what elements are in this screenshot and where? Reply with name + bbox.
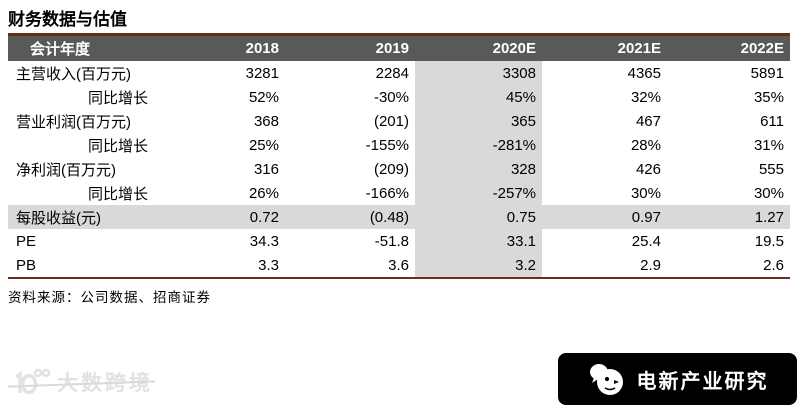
table-row: 同比增长 25% -155% -281% 28% 31% <box>8 133 790 157</box>
cell-2018: 368 <box>253 112 279 130</box>
table-row: 同比增长 52% -30% 45% 32% 35% <box>8 85 790 109</box>
cell-2022E: 31% <box>753 136 784 154</box>
watermark-left-text: 大数跨境 <box>57 372 153 395</box>
table-body: 主营收入(百万元) 3281 2284 3308 4365 5891 同比增长 52% -30%… <box>8 61 790 278</box>
account-banner: 电新产业研究 <box>558 353 797 405</box>
cell-2018: 52% <box>248 88 279 106</box>
cell-2021E: 467 <box>635 112 661 130</box>
table-row: 同比增长 26% -166% -257% 30% 30% <box>8 181 790 205</box>
numeral-100-logo-icon <box>14 368 50 395</box>
header-2022e: 2022E <box>667 34 790 61</box>
cell-2021E: 4365 <box>627 64 661 82</box>
chick-logo-icon <box>589 364 623 395</box>
cell-2018: 26% <box>248 184 279 202</box>
row-label: 净利润(百万元) <box>16 161 116 179</box>
header-2019: 2019 <box>285 34 415 61</box>
header-2021e: 2021E <box>542 34 667 61</box>
table-row: PE 34.3 -51.8 33.1 25.4 19.5 <box>8 229 790 253</box>
cell-2018: 25% <box>248 136 279 154</box>
table-row: 每股收益(元) 0.72 (0.48) 0.75 0.97 1.27 <box>8 205 790 229</box>
cell-2019: -51.8 <box>374 232 409 250</box>
cell-2019: (0.48) <box>285 205 415 229</box>
cell-2019: -155% <box>365 136 409 154</box>
row-label: PB <box>16 256 37 274</box>
row-label: 每股收益(元) <box>8 205 190 229</box>
account-banner-text: 电新产业研究 <box>636 370 769 393</box>
cell-2020E: 3.2 <box>415 253 542 278</box>
cell-2019: -166% <box>365 184 409 202</box>
cell-2019: 2284 <box>375 64 409 82</box>
row-label: 同比增长 <box>88 137 149 155</box>
row-label: PE <box>16 232 37 250</box>
section-title: 财务数据与估值 <box>8 10 127 29</box>
cell-2018: 3281 <box>245 64 279 82</box>
cell-2018: 3.3 <box>258 256 279 274</box>
cell-2022E: 30% <box>753 184 784 202</box>
row-label: 营业利润(百万元) <box>16 113 131 131</box>
cell-2021E: 28% <box>630 136 661 154</box>
financial-table: 会计年度 2018 2019 2020E 2021E 2022E 主营收入(百万… <box>8 33 790 279</box>
cell-2022E: 611 <box>760 112 784 130</box>
cell-2020E: 365 <box>415 109 542 133</box>
cell-2022E: 555 <box>758 160 784 178</box>
table-row: 营业利润(百万元) 368 (201) 365 467 611 <box>8 109 790 133</box>
table-header-row: 会计年度 2018 2019 2020E 2021E 2022E <box>8 34 790 61</box>
cell-2019: 3.6 <box>388 256 409 274</box>
header-fiscal-year: 会计年度 <box>8 34 190 61</box>
row-label: 同比增长 <box>88 89 149 107</box>
cell-2020E: 328 <box>415 157 542 181</box>
cell-2019: -30% <box>373 88 409 106</box>
cell-2018: 316 <box>253 160 279 178</box>
source-note: 资料来源：公司数据、招商证券 <box>8 290 211 305</box>
cell-2022E: 19.5 <box>754 232 784 250</box>
row-label: 同比增长 <box>88 185 149 203</box>
row-label: 主营收入(百万元) <box>16 65 131 83</box>
cell-2018: 0.72 <box>190 205 285 229</box>
cell-2021E: 426 <box>635 160 661 178</box>
cell-2020E: -257% <box>415 181 542 205</box>
cell-2022E: 5891 <box>750 64 784 82</box>
cell-2019: (201) <box>373 112 409 130</box>
header-2020e: 2020E <box>415 34 542 61</box>
header-2018: 2018 <box>190 34 285 61</box>
cell-2018: 34.3 <box>249 232 279 250</box>
watermark-left: 大数跨境 <box>10 364 153 400</box>
cell-2020E: -281% <box>415 133 542 157</box>
cell-2022E: 1.27 <box>667 205 790 229</box>
cell-2022E: 2.6 <box>763 256 784 274</box>
cell-2020E: 0.75 <box>415 205 542 229</box>
table-row: PB 3.3 3.6 3.2 2.9 2.6 <box>8 253 790 278</box>
cell-2021E: 0.97 <box>542 205 667 229</box>
cell-2021E: 30% <box>630 184 661 202</box>
cell-2020E: 33.1 <box>415 229 542 253</box>
table-row: 主营收入(百万元) 3281 2284 3308 4365 5891 <box>8 61 790 85</box>
cell-2019: (209) <box>373 160 409 178</box>
cell-2020E: 45% <box>415 85 542 109</box>
cell-2021E: 2.9 <box>640 256 661 274</box>
cell-2021E: 32% <box>630 88 661 106</box>
cell-2020E: 3308 <box>415 61 542 85</box>
cell-2022E: 35% <box>753 88 784 106</box>
table-row: 净利润(百万元) 316 (209) 328 426 555 <box>8 157 790 181</box>
cell-2021E: 25.4 <box>631 232 661 250</box>
